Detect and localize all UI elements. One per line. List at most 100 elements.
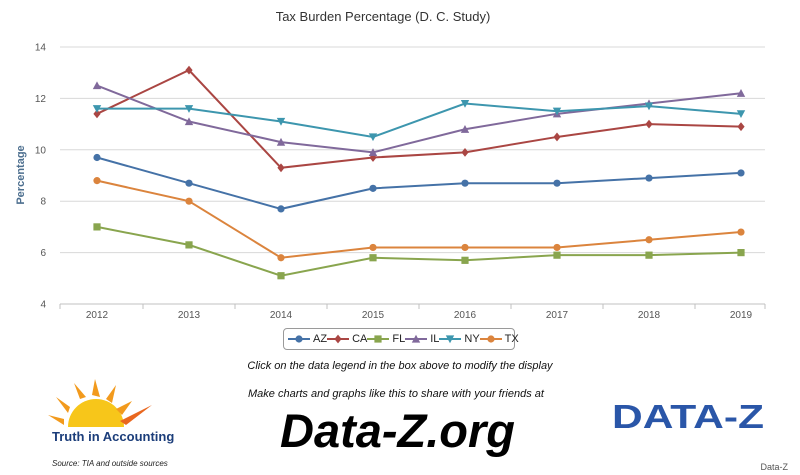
y-tick-label: 4 bbox=[40, 300, 46, 311]
data-point-tx[interactable] bbox=[93, 177, 101, 185]
data-point-fl[interactable] bbox=[645, 251, 653, 259]
data-point-il[interactable] bbox=[460, 125, 470, 133]
data-point-ny[interactable] bbox=[644, 102, 654, 111]
legend-label: FL bbox=[392, 333, 406, 345]
data-point-ca[interactable] bbox=[737, 122, 745, 132]
data-z-logo: DATA-Z bbox=[612, 398, 764, 434]
data-point-ca[interactable] bbox=[185, 65, 193, 75]
legend-label: AZ bbox=[313, 333, 328, 345]
y-axis-label: Percentage bbox=[15, 145, 27, 204]
series-ny[interactable] bbox=[92, 99, 746, 142]
legend-swatch bbox=[439, 335, 462, 344]
data-point-ny[interactable] bbox=[552, 107, 562, 116]
data-point-az[interactable] bbox=[277, 205, 285, 213]
legend-item-az[interactable]: AZ bbox=[288, 333, 327, 345]
grid-lines bbox=[60, 46, 765, 305]
series-az[interactable] bbox=[93, 153, 745, 213]
series-ca[interactable] bbox=[93, 65, 745, 173]
series-il[interactable] bbox=[92, 81, 746, 156]
legend-swatch bbox=[327, 334, 350, 344]
data-point-il[interactable] bbox=[276, 137, 286, 146]
data-point-fl[interactable] bbox=[93, 223, 101, 231]
data-point-ca[interactable] bbox=[553, 132, 561, 142]
y-axis-ticks: 4 6 8 10 12 14 bbox=[35, 43, 47, 311]
data-point-ny[interactable] bbox=[92, 105, 102, 113]
chart-title: Tax Burden Percentage (D. C. Study) bbox=[276, 9, 491, 24]
data-point-tx[interactable] bbox=[461, 243, 469, 252]
legend-item-fl[interactable]: FL bbox=[367, 333, 405, 345]
data-point-ny[interactable] bbox=[368, 133, 378, 142]
legend-hint: Click on the data legend in the box abov… bbox=[247, 360, 553, 372]
x-tick-label: 2019 bbox=[730, 310, 753, 320]
data-point-az[interactable] bbox=[553, 179, 561, 187]
series-fl[interactable] bbox=[93, 223, 745, 280]
line-chart: Tax Burden Percentage (D. C. Study) Perc… bbox=[15, 9, 766, 320]
source-note: Source: TIA and outside sources bbox=[52, 459, 168, 468]
legend-item-ny[interactable]: NY bbox=[439, 333, 480, 345]
data-point-az[interactable] bbox=[737, 169, 745, 177]
credit-label: Data-Z bbox=[760, 462, 788, 472]
series-line-ny bbox=[97, 102, 742, 138]
data-point-ny[interactable] bbox=[184, 105, 194, 113]
data-point-fl[interactable] bbox=[553, 251, 561, 259]
legend-item-tx[interactable]: TX bbox=[479, 333, 519, 345]
x-tick-label: 2015 bbox=[362, 310, 385, 320]
y-tick-label: 12 bbox=[35, 94, 47, 105]
legend-item-il[interactable]: IL bbox=[405, 333, 439, 345]
legend-swatch bbox=[367, 335, 390, 343]
data-point-tx[interactable] bbox=[185, 197, 193, 205]
legend-swatch bbox=[405, 334, 428, 343]
y-tick-label: 6 bbox=[40, 248, 46, 259]
series-line-ca bbox=[96, 68, 742, 169]
tia-name: Truth in Accounting bbox=[52, 429, 175, 444]
data-point-ca[interactable] bbox=[93, 109, 101, 119]
legend-swatch bbox=[479, 335, 502, 343]
data-point-il[interactable] bbox=[92, 81, 102, 90]
data-point-ca[interactable] bbox=[461, 147, 469, 157]
data-point-il[interactable] bbox=[184, 117, 194, 126]
series-group bbox=[92, 65, 746, 280]
x-axis-ticks: 2012 2013 2014 2015 2016 2017 2018 2019 bbox=[59, 304, 766, 320]
legend-label: TX bbox=[504, 333, 519, 345]
x-tick-label: 2013 bbox=[178, 310, 201, 320]
data-point-ny[interactable] bbox=[736, 110, 746, 119]
data-point-tx[interactable] bbox=[737, 228, 745, 236]
x-tick-label: 2014 bbox=[270, 310, 293, 320]
data-point-ca[interactable] bbox=[277, 163, 285, 173]
legend-label: NY bbox=[464, 333, 480, 345]
series-tx[interactable] bbox=[93, 177, 745, 262]
data-point-tx[interactable] bbox=[277, 254, 285, 262]
data-point-ca[interactable] bbox=[645, 119, 653, 129]
data-point-fl[interactable] bbox=[277, 272, 285, 280]
data-z-logo-text: DATA-Z bbox=[612, 398, 764, 434]
site-name[interactable]: Data-Z.org bbox=[280, 404, 515, 457]
data-point-az[interactable] bbox=[185, 179, 193, 187]
series-line-az bbox=[96, 156, 742, 210]
truth-in-accounting-logo bbox=[48, 379, 152, 427]
data-point-il[interactable] bbox=[368, 148, 378, 156]
legend-label: CA bbox=[352, 333, 368, 345]
data-point-il[interactable] bbox=[736, 89, 746, 97]
sun-icon bbox=[48, 379, 152, 427]
data-point-tx[interactable] bbox=[369, 243, 377, 252]
data-point-az[interactable] bbox=[461, 179, 469, 187]
data-point-ny[interactable] bbox=[276, 117, 286, 126]
x-tick-label: 2012 bbox=[86, 310, 109, 320]
data-point-tx[interactable] bbox=[645, 236, 653, 244]
data-point-fl[interactable] bbox=[185, 241, 193, 249]
data-point-fl[interactable] bbox=[737, 249, 745, 257]
legend-item-ca[interactable]: CA bbox=[327, 333, 367, 345]
data-point-fl[interactable] bbox=[369, 254, 377, 262]
data-point-tx[interactable] bbox=[553, 243, 561, 252]
x-tick-label: 2017 bbox=[546, 310, 569, 320]
y-tick-label: 8 bbox=[40, 197, 46, 208]
data-point-az[interactable] bbox=[369, 184, 377, 192]
chart-legend[interactable]: AZ CA FL IL NY TX bbox=[283, 328, 519, 350]
tagline: Make charts and graphs like this to shar… bbox=[248, 388, 544, 400]
x-tick-label: 2018 bbox=[638, 310, 661, 320]
data-point-az[interactable] bbox=[93, 153, 101, 162]
data-point-fl[interactable] bbox=[461, 256, 469, 264]
data-point-ny[interactable] bbox=[460, 99, 470, 108]
data-point-az[interactable] bbox=[645, 174, 653, 182]
y-tick-label: 14 bbox=[35, 43, 47, 54]
